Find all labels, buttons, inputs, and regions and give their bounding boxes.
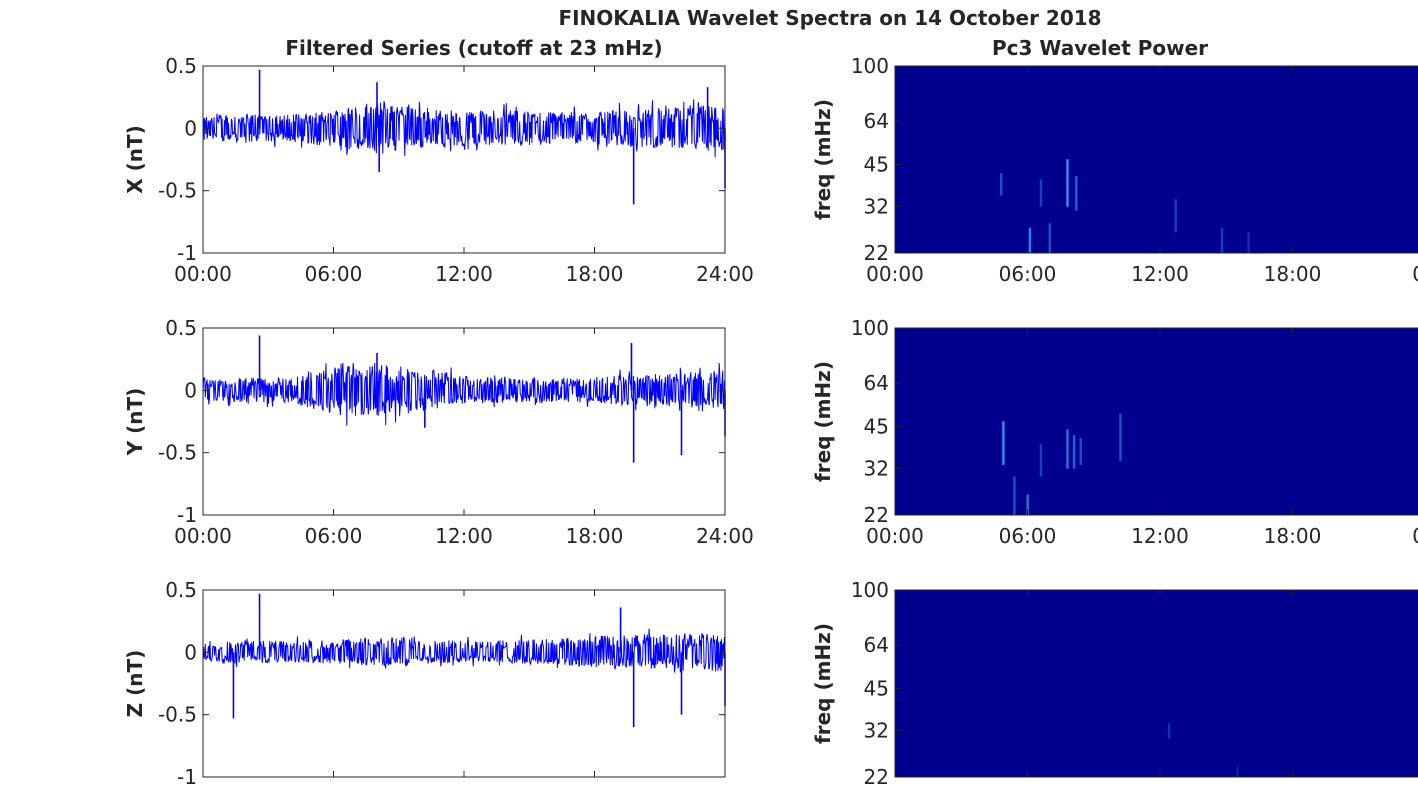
power-streak-6 (1174, 199, 1177, 233)
xtick-label: 00:00 (174, 524, 232, 548)
power-streak-3 (1048, 223, 1051, 253)
power-streak-3 (1039, 444, 1043, 477)
power-streak-1 (1028, 227, 1032, 253)
ytick-label: 100 (851, 54, 889, 78)
xtick-label: 18:00 (566, 262, 624, 286)
ytick-label: 100 (851, 316, 889, 340)
power-streak-0 (1000, 173, 1003, 196)
ytick-label: 32 (864, 719, 889, 743)
xtick-label: 12:00 (1131, 524, 1189, 548)
power-streak-4 (1066, 429, 1069, 469)
ytick-label: -0.5 (158, 441, 197, 465)
xtick-label: 24:00 (696, 524, 754, 548)
y-axis-label: Y (nT) (123, 388, 147, 457)
xtick-label: 12:00 (435, 524, 493, 548)
panel-left-bottom: 0.5 0 -0.5 -1 Z (nT) (123, 578, 726, 788)
power-streak-5 (1075, 176, 1078, 211)
series-line (202, 99, 726, 158)
ytick-label: -1 (177, 241, 197, 265)
xtick-label: 00 (1412, 524, 1418, 548)
xtick-label: 12:00 (435, 262, 493, 286)
chart-panels: Filtered Series (cutoff at 23 mHz) 0.5 0 -0… (123, 36, 1418, 788)
xtick-label: 00:00 (866, 524, 924, 548)
power-streak-0 (1002, 421, 1005, 465)
ytick-label: 45 (864, 415, 889, 439)
panel-title: Pc3 Wavelet Power (992, 36, 1208, 60)
xtick-label: 06:00 (999, 524, 1057, 548)
power-streak-8 (1247, 232, 1250, 253)
y-axis-label: X (nT) (123, 125, 147, 194)
ytick-label: 22 (864, 503, 889, 527)
panel-left-middle: 0.5 0 -0.5 -100:00 06:00 12:00 18:00 24:00 Y (nT… (123, 316, 754, 548)
xtick-label: 06:00 (305, 524, 363, 548)
xtick-label: 18:00 (1264, 262, 1322, 286)
ytick-label: -1 (177, 503, 197, 527)
ytick-label: 0 (184, 378, 197, 402)
power-streak-7 (1220, 227, 1224, 253)
y-axis-label: freq (mHz) (811, 623, 835, 744)
ytick-label: 0 (184, 640, 197, 664)
power-streak-1 (1236, 766, 1239, 777)
ytick-label: 0.5 (165, 54, 197, 78)
xtick-label: 06:00 (999, 262, 1057, 286)
axes-frame (202, 589, 726, 778)
ytick-label: 32 (864, 457, 889, 481)
figure-title: FINOKALIA Wavelet Spectra on 14 October … (558, 6, 1101, 30)
xtick-label: 18:00 (1264, 524, 1322, 548)
wavelet-power-field (895, 328, 1418, 515)
xtick-label: 00 (1412, 262, 1418, 286)
xtick-label: 24:00 (696, 262, 754, 286)
ytick-label: 0 (184, 116, 197, 140)
power-streak-4 (1066, 159, 1069, 207)
ytick-label: 22 (864, 765, 889, 788)
ytick-label: 64 (864, 371, 889, 395)
panel-left-top: Filtered Series (cutoff at 23 mHz) 0.5 0 -0… (123, 36, 754, 286)
ytick-label: 0.5 (165, 316, 197, 340)
wavelet-power-field (895, 590, 1418, 777)
ytick-label: -0.5 (158, 179, 197, 203)
series-line (202, 628, 726, 673)
y-axis-label: Z (nT) (123, 650, 147, 718)
power-streak-2 (1026, 494, 1029, 515)
ytick-label: 64 (864, 633, 889, 657)
wavelet-power-field (895, 66, 1418, 253)
panel-right-bottom: 100 64 45 32 22 freq (mHz) (811, 578, 1418, 788)
y-axis-label: freq (mHz) (811, 361, 835, 482)
xtick-label: 12:00 (1131, 262, 1189, 286)
ytick-label: 45 (864, 153, 889, 177)
power-streak-1 (1013, 476, 1016, 515)
ytick-label: -0.5 (158, 703, 197, 727)
xtick-label: 00:00 (174, 262, 232, 286)
xtick-label: 18:00 (566, 524, 624, 548)
ytick-label: 64 (864, 109, 889, 133)
ytick-label: 22 (864, 241, 889, 265)
xtick-label: 00:00 (866, 262, 924, 286)
panel-title: Filtered Series (cutoff at 23 mHz) (285, 36, 662, 60)
ytick-label: 45 (864, 677, 889, 701)
ytick-label: 32 (864, 195, 889, 219)
power-streak-0 (1167, 723, 1171, 739)
xtick-label: 06:00 (305, 262, 363, 286)
ytick-label: 100 (851, 578, 889, 602)
power-streak-2 (1039, 179, 1043, 207)
ytick-label: -1 (177, 765, 197, 788)
series-line (202, 362, 726, 426)
ytick-label: 0.5 (165, 578, 197, 602)
y-axis-label: freq (mHz) (811, 99, 835, 220)
power-streak-7 (1119, 413, 1122, 462)
axes-frame (202, 327, 726, 516)
power-streak-5 (1072, 435, 1076, 469)
power-streak-6 (1079, 438, 1082, 465)
axes-frame (202, 65, 726, 254)
